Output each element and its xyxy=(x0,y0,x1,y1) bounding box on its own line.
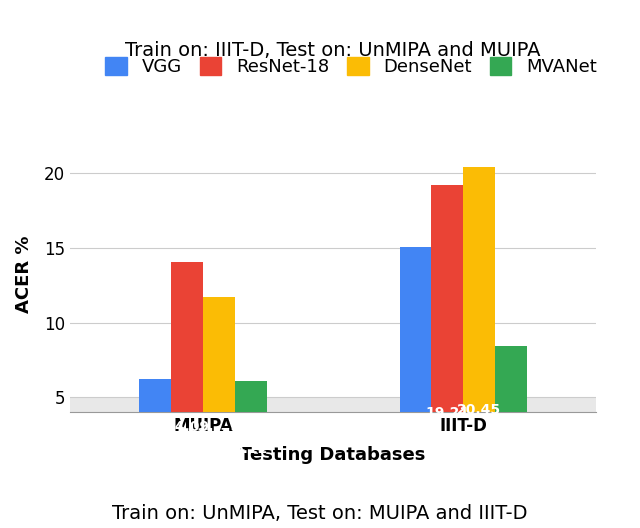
Bar xyxy=(140,379,172,472)
Legend: VGG, ResNet-18, DenseNet, MVANet: VGG, ResNet-18, DenseNet, MVANet xyxy=(106,56,596,76)
Bar xyxy=(399,247,431,472)
Text: 6.21: 6.21 xyxy=(138,441,173,455)
Bar xyxy=(172,262,203,472)
Bar xyxy=(463,167,495,472)
Text: 6.12: 6.12 xyxy=(234,441,268,456)
Text: 15.08: 15.08 xyxy=(394,418,438,431)
X-axis label: Testing Databases: Testing Databases xyxy=(241,446,426,464)
Bar xyxy=(235,381,267,472)
Bar xyxy=(431,185,463,472)
Text: 8.41: 8.41 xyxy=(493,436,528,449)
Title: Train on: IIIT-D, Test on: UnMIPA and MUIPA: Train on: IIIT-D, Test on: UnMIPA and MU… xyxy=(125,41,541,60)
Text: Train on: UnMIPA, Test on: MUIPA and IIIT-D: Train on: UnMIPA, Test on: MUIPA and III… xyxy=(112,504,528,523)
Text: 19.21: 19.21 xyxy=(425,407,469,420)
Text: 20.45: 20.45 xyxy=(457,403,501,417)
Bar xyxy=(495,346,527,472)
Text: 11.73: 11.73 xyxy=(197,427,241,440)
Y-axis label: ACER %: ACER % xyxy=(15,235,33,313)
Bar xyxy=(70,398,596,412)
Bar xyxy=(203,297,235,472)
Text: 14.09: 14.09 xyxy=(165,420,209,434)
